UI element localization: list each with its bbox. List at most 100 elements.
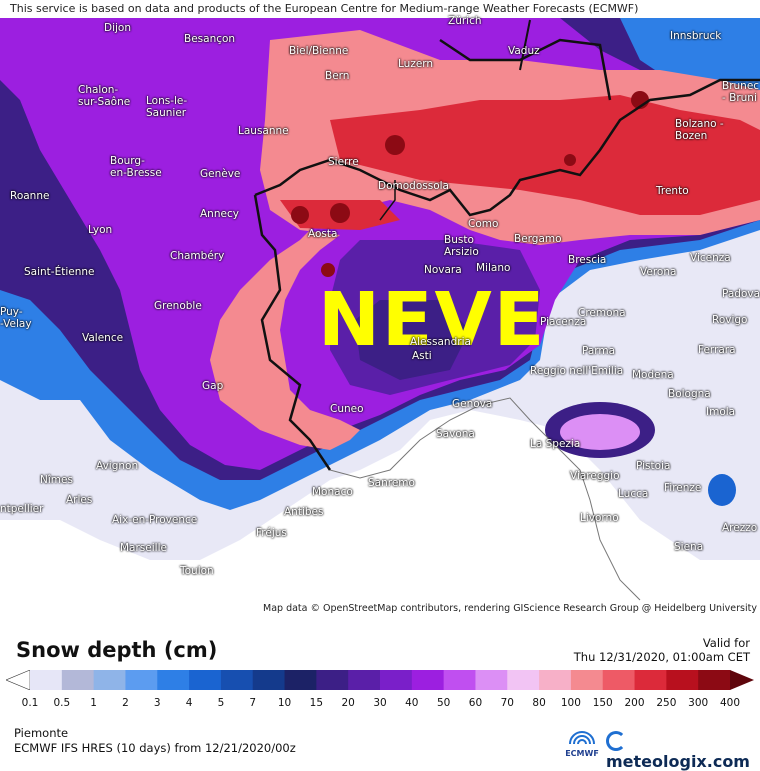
ecmwf-logo-text: ECMWF — [565, 749, 599, 758]
city-label: Verona — [640, 266, 677, 278]
valid-for-label: Valid for — [702, 636, 750, 650]
scale-tick-label: 400 — [719, 697, 741, 709]
scale-swatch — [252, 670, 286, 690]
city-label: Milano — [476, 262, 511, 274]
city-label: Vicenza — [690, 252, 731, 264]
city-label: Nîmes — [40, 474, 73, 486]
city-label: Lucca — [618, 488, 649, 500]
city-label: Bolzano - Bozen — [675, 118, 724, 142]
scale-tick-label: 7 — [249, 697, 257, 709]
city-label: Besançon — [184, 33, 236, 45]
scale-tick-label: 20 — [341, 697, 355, 709]
city-label: Zürich — [448, 15, 482, 27]
map-canvas — [0, 18, 760, 601]
scale-swatch — [475, 670, 508, 690]
brand-name: meteologix.com — [606, 752, 750, 771]
scale-arrow-low — [6, 670, 31, 690]
snow-depth-map: This service is based on data and produc… — [0, 0, 760, 616]
city-label: Valence — [82, 332, 124, 344]
meteologix-brand: meteologix.com — [606, 731, 760, 771]
city-label: Siena — [674, 541, 704, 553]
city-label: Gap — [202, 380, 224, 392]
city-label: Innsbruck — [670, 30, 722, 42]
scale-tick-label: 10 — [277, 697, 292, 709]
scale-swatch — [30, 670, 63, 690]
city-label: Genova — [452, 398, 493, 410]
scale-tick-label: 30 — [373, 697, 387, 709]
scale-tick-label: 40 — [405, 697, 419, 709]
scale-swatch — [666, 670, 699, 690]
city-label: Biel/Bienne — [289, 45, 349, 57]
scale-swatch — [634, 670, 667, 690]
scale-swatch — [348, 670, 381, 690]
city-label: ntpellier — [0, 503, 44, 515]
city-label: Viareggio — [570, 470, 620, 482]
city-label: Domodossola — [378, 180, 449, 192]
city-label: Novara — [424, 264, 462, 276]
city-label: Parma — [582, 345, 616, 357]
city-label: Genève — [200, 168, 241, 180]
scale-swatch — [61, 670, 95, 690]
city-label: Savona — [436, 428, 475, 440]
city-label: Dijon — [104, 22, 131, 34]
city-label: Alessandria — [410, 336, 471, 348]
scale-swatch — [698, 670, 731, 690]
city-label: Toulon — [180, 565, 214, 577]
scale-swatch — [220, 670, 254, 690]
scale-tick-label: 200 — [624, 697, 645, 709]
scale-tick-label: 100 — [560, 697, 581, 709]
scale-tick-label: 50 — [436, 697, 451, 709]
city-label: Aix-en-Provence — [112, 514, 198, 526]
city-label: Chambéry — [170, 250, 225, 262]
scale-swatch — [539, 670, 572, 690]
scale-swatch — [316, 670, 349, 690]
city-label: Avignon — [96, 460, 139, 472]
scale-tick-label: 0.5 — [53, 697, 71, 709]
scale-swatch — [284, 670, 317, 690]
scale-tick-label: 60 — [468, 697, 483, 709]
city-label: Bergamo — [514, 233, 562, 245]
city-label: Imola — [706, 406, 736, 418]
city-label: Pistoia — [636, 460, 671, 472]
city-label: Sanremo — [368, 477, 415, 489]
scale-tick-label: 150 — [592, 697, 613, 709]
scale-tick-label: 5 — [217, 697, 225, 709]
scale-swatch — [507, 670, 540, 690]
region-label: Piemonte — [14, 726, 69, 740]
ecmwf-notice: This service is based on data and produc… — [0, 0, 760, 18]
city-label: Brescia — [568, 254, 607, 266]
city-label: Chalon- sur-Saône — [78, 84, 131, 108]
scale-swatch — [125, 670, 158, 690]
city-label: Piacenza — [540, 316, 587, 328]
color-scale-bar — [6, 670, 754, 690]
scale-tick-label: 250 — [656, 697, 677, 709]
city-label: Modena — [632, 369, 674, 381]
scale-swatch — [157, 670, 190, 690]
city-label: Lausanne — [238, 125, 289, 137]
scale-tick-label: 3 — [153, 697, 161, 709]
scale-arrow-high — [730, 670, 754, 690]
city-label: Brunec - Bruni — [722, 80, 760, 104]
scale-tick-label: 0.1 — [21, 697, 39, 709]
city-label: Ferrara — [698, 344, 736, 356]
city-label: Padova — [722, 288, 760, 300]
scale-swatch — [602, 670, 636, 690]
city-label: Firenze — [664, 482, 702, 494]
city-label: Arles — [66, 494, 93, 506]
scale-tick-label: 15 — [309, 697, 324, 709]
city-label: Annecy — [200, 208, 239, 220]
city-label: Asti — [412, 350, 432, 362]
scale-swatch — [93, 670, 126, 690]
scale-tick-label: 80 — [532, 697, 546, 709]
city-label: Rovigo — [712, 314, 748, 326]
city-label: Sierre — [328, 156, 359, 168]
city-label: Fréjus — [256, 527, 287, 539]
scale-tick-label: 1 — [90, 697, 97, 709]
city-label: Aosta — [308, 228, 338, 240]
scale-swatch — [189, 670, 222, 690]
city-label: Luzern — [398, 58, 434, 70]
city-label: Cremona — [578, 307, 626, 319]
model-run-label: ECMWF IFS HRES (10 days) from 12/21/2020… — [14, 741, 296, 755]
scale-swatch — [570, 670, 604, 690]
scale-swatch — [411, 670, 445, 690]
